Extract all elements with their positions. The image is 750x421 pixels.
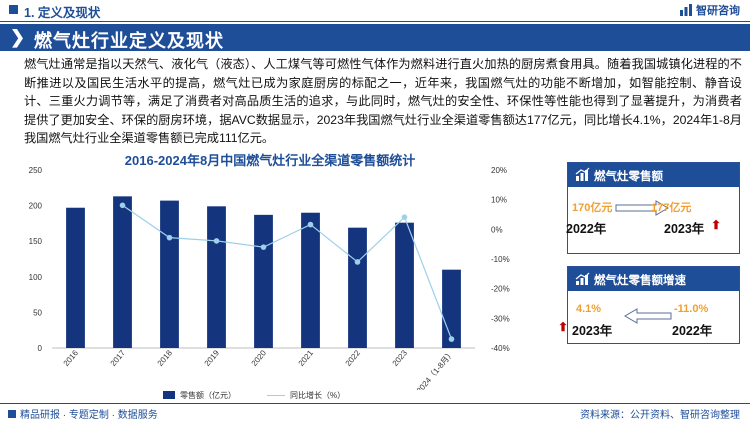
x-tick-label: 2023 bbox=[391, 348, 410, 368]
bar-2020 bbox=[254, 214, 273, 348]
bar-2017 bbox=[113, 196, 132, 348]
sales-value-2022: 170亿元 bbox=[572, 202, 613, 214]
footer-source: 资料来源：公开资料、智研咨询整理 bbox=[580, 410, 740, 421]
footer-left: 精品研报 · 专题定制 · 数据服务 bbox=[8, 406, 158, 421]
growth-value-2023: 4.1% bbox=[576, 303, 602, 315]
sales-card-header: 燃气灶零售额 bbox=[568, 163, 739, 187]
growth-point-2024（1-8月） bbox=[448, 336, 455, 342]
brand-name: 智研咨询 bbox=[696, 5, 740, 17]
growth-card-title: 燃气灶零售额增速 bbox=[594, 275, 686, 287]
y-right-tick-label: -10% bbox=[491, 255, 510, 264]
legend-bar-swatch bbox=[163, 391, 175, 399]
section-marker-icon bbox=[9, 5, 18, 14]
footer-tagline: 精品研报 · 专题定制 · 数据服务 bbox=[20, 410, 158, 421]
bar-2023 bbox=[395, 222, 414, 348]
footer-marker-icon bbox=[8, 409, 16, 418]
brand-icon bbox=[680, 4, 692, 16]
growth-point-2022 bbox=[354, 259, 361, 265]
x-tick-label: 2017 bbox=[109, 348, 128, 368]
x-tick-label: 2022 bbox=[344, 348, 363, 368]
legend-bar-label: 零售额（亿元） bbox=[180, 391, 236, 400]
bar-2021 bbox=[301, 212, 320, 348]
bar-2019 bbox=[207, 206, 226, 348]
y-right-tick-label: -30% bbox=[491, 314, 510, 323]
y-left-tick-label: 100 bbox=[29, 273, 43, 282]
y-left-tick-label: 250 bbox=[29, 166, 43, 175]
brand-logo: 智研咨询 bbox=[680, 2, 740, 18]
header-divider bbox=[0, 21, 750, 22]
up-arrow-icon: ⬆ bbox=[711, 218, 722, 232]
growth-value-2022: -11.0% bbox=[674, 303, 709, 315]
sales-card-title: 燃气灶零售额 bbox=[594, 171, 663, 183]
x-tick-label: 2019 bbox=[203, 348, 222, 368]
growth-year-2022: 2022年 bbox=[672, 324, 713, 338]
growth-point-2020 bbox=[260, 244, 267, 250]
section-label: 1. 定义及现状 bbox=[24, 6, 101, 20]
y-right-tick-label: 0% bbox=[491, 225, 503, 234]
footer-divider bbox=[0, 403, 750, 404]
sales-card: 燃气灶零售额 170亿元 2022年 177亿元 2023年 ⬆ bbox=[566, 162, 740, 254]
y-right-tick-label: -40% bbox=[491, 344, 510, 353]
sales-year-2023: 2023年 bbox=[664, 222, 705, 236]
growth-point-2018 bbox=[166, 234, 173, 241]
y-left-tick-label: 200 bbox=[29, 202, 43, 211]
x-tick-label: 2020 bbox=[250, 348, 269, 368]
growth-point-2017 bbox=[119, 202, 126, 209]
chart-title: 2016-2024年8月中国燃气灶行业全渠道零售额统计 bbox=[124, 153, 416, 168]
y-left-tick-label: 150 bbox=[29, 237, 43, 246]
bar-2016 bbox=[66, 207, 85, 348]
x-tick-label: 2024（1-8月） bbox=[415, 349, 456, 390]
sales-value-2023: 177亿元 bbox=[651, 202, 692, 214]
x-tick-label: 2021 bbox=[297, 348, 316, 368]
growth-year-2023: 2023年 bbox=[572, 324, 613, 338]
growth-point-2019 bbox=[213, 238, 220, 244]
growth-card: 燃气灶零售额增速 4.1% ⬆ 2023年 -11.0% 2022年 bbox=[558, 266, 740, 344]
top-bar: 1. 定义及现状 智研咨询 bbox=[0, 0, 750, 22]
x-tick-label: 2016 bbox=[62, 348, 81, 368]
sales-chart: 0 50 100 150 200 250 -40% -30% -20% -10% 0% 10% 20% 2… bbox=[29, 166, 510, 390]
legend-line-swatch bbox=[267, 395, 285, 396]
chevron-right-icon: ❯ bbox=[10, 27, 26, 47]
y-left-tick-label: 0 bbox=[38, 344, 43, 353]
title-banner: ❯ 燃气灶行业定义及现状 bbox=[0, 24, 750, 51]
growth-point-2023 bbox=[401, 214, 408, 220]
growth-card-header: 燃气灶零售额增速 bbox=[568, 267, 739, 291]
y-left-tick-label: 50 bbox=[33, 308, 42, 317]
growth-line bbox=[122, 204, 453, 340]
legend-line-label: 同比增长（%） bbox=[290, 391, 346, 400]
intro-paragraph: 燃气灶通常是指以天然气、液化气（液态）、人工煤气等可燃性气体作为燃料进行直火加热… bbox=[24, 57, 742, 146]
bar-2018 bbox=[160, 200, 179, 348]
sales-chart-icon bbox=[575, 167, 590, 181]
y-right-tick-label: 20% bbox=[491, 166, 507, 175]
page-title: 燃气灶行业定义及现状 bbox=[34, 31, 224, 51]
arrow-left-icon bbox=[624, 308, 672, 324]
bar-2024（1-8月） bbox=[442, 269, 461, 348]
arrow-right-icon bbox=[615, 200, 669, 216]
growth-point-2021 bbox=[307, 221, 314, 228]
growth-chart-icon bbox=[575, 272, 590, 285]
sales-year-2022: 2022年 bbox=[566, 222, 607, 236]
x-tick-label: 2018 bbox=[156, 348, 175, 368]
bar-2022 bbox=[348, 227, 367, 348]
up-arrow-icon: ⬆ bbox=[558, 320, 569, 334]
chart-legend: 零售额（亿元） 同比增长（%） bbox=[0, 388, 500, 402]
y-right-tick-label: 10% bbox=[491, 196, 507, 205]
y-right-tick-label: -20% bbox=[491, 285, 510, 294]
